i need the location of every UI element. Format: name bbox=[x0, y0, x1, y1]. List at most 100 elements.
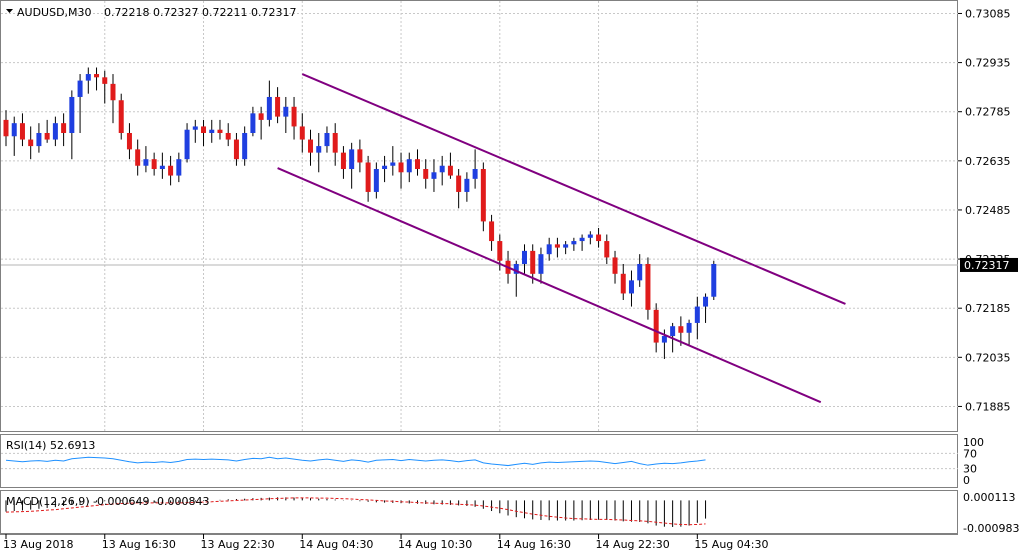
price-grid bbox=[1, 1, 958, 431]
time-tick-label: 14 Aug 04:30 bbox=[299, 538, 373, 551]
macd-tick-label: -0.000983 bbox=[963, 522, 1019, 535]
bear-candle bbox=[308, 139, 314, 153]
macd-signal-series bbox=[5, 497, 706, 526]
bear-candle bbox=[61, 123, 67, 133]
rsi-tick-label: 30 bbox=[963, 463, 977, 476]
bull-candle bbox=[628, 280, 634, 294]
bull-candle bbox=[324, 132, 330, 147]
bull-candle bbox=[143, 159, 149, 166]
bear-candle bbox=[151, 159, 157, 170]
bear-candle bbox=[94, 74, 100, 78]
bear-candle bbox=[415, 159, 420, 170]
price-tick-label: 0.72785 bbox=[965, 106, 1011, 119]
bear-candle bbox=[102, 77, 108, 84]
bull-candle bbox=[521, 250, 527, 264]
bull-candle bbox=[209, 129, 215, 133]
bull-candle bbox=[579, 237, 585, 242]
bear-candle bbox=[653, 309, 659, 343]
bear-candle bbox=[620, 273, 626, 294]
bear-candle bbox=[275, 96, 281, 117]
bull-candle bbox=[587, 234, 593, 238]
bear-candle bbox=[118, 100, 124, 133]
bull-candle bbox=[266, 96, 272, 120]
bull-candle bbox=[192, 126, 198, 130]
bull-candle bbox=[316, 146, 322, 153]
rsi-tick-label: 100 bbox=[963, 436, 984, 449]
rsi-title: RSI(14) 52.6913 bbox=[6, 439, 95, 452]
channel-lower-line bbox=[277, 167, 822, 404]
bull-candle bbox=[703, 296, 709, 307]
bear-candle bbox=[126, 132, 132, 150]
bear-candle bbox=[299, 126, 305, 140]
channel-upper-line bbox=[301, 73, 846, 305]
rsi-series-line bbox=[5, 456, 706, 467]
bear-candle bbox=[645, 263, 651, 310]
rsi-tick-label: 70 bbox=[963, 447, 977, 460]
bear-candle bbox=[497, 241, 503, 261]
bear-candle bbox=[135, 149, 141, 166]
time-axis: 13 Aug 2018 13 Aug 16:30 13 Aug 22:30 14 Au… bbox=[3, 534, 768, 551]
rsi-pane-frame bbox=[0, 434, 958, 488]
bear-candle bbox=[554, 244, 560, 248]
bull-candle bbox=[382, 165, 388, 170]
bear-candle bbox=[489, 221, 495, 242]
bull-candle bbox=[349, 149, 355, 170]
symbol-label: AUDUSD,M30 bbox=[17, 6, 92, 19]
bull-candle bbox=[711, 263, 717, 297]
macd-histogram bbox=[5, 497, 707, 527]
bear-candle bbox=[340, 152, 346, 170]
rsi-grid bbox=[1, 452, 958, 470]
bull-candle bbox=[439, 165, 445, 173]
price-tick-label: 0.72185 bbox=[965, 302, 1011, 315]
bear-candle bbox=[357, 149, 363, 163]
bull-candle bbox=[52, 123, 58, 140]
bull-candle bbox=[513, 263, 519, 274]
time-tick-label: 14 Aug 10:30 bbox=[398, 538, 472, 551]
bear-candle bbox=[456, 175, 462, 192]
time-tick-label: 13 Aug 16:30 bbox=[102, 538, 176, 551]
bear-candle bbox=[291, 106, 297, 127]
bull-candle bbox=[85, 74, 91, 81]
bull-candle bbox=[571, 241, 577, 245]
bull-candle bbox=[77, 80, 83, 97]
current-price-tag-label: 0.72317 bbox=[964, 259, 1010, 272]
bear-candle bbox=[44, 132, 50, 140]
time-tick-label: 13 Aug 22:30 bbox=[201, 538, 275, 551]
bull-candle bbox=[390, 162, 396, 166]
bear-candle bbox=[217, 129, 223, 133]
bear-candle bbox=[596, 234, 602, 242]
bull-candle bbox=[406, 159, 412, 173]
bull-candle bbox=[184, 129, 190, 160]
rsi-tick-label: 0 bbox=[963, 474, 970, 487]
descending-channel[interactable] bbox=[277, 73, 846, 404]
bull-candle bbox=[159, 165, 165, 170]
bear-candle bbox=[398, 162, 404, 173]
bear-candle bbox=[678, 326, 684, 333]
bear-candle bbox=[28, 139, 34, 147]
bull-candle bbox=[563, 244, 569, 248]
macd-title: MACD(12,26,9) -0.000649 -0.000843 bbox=[6, 495, 209, 508]
price-tick-label: 0.72935 bbox=[965, 57, 1011, 70]
price-tick-label: 0.73085 bbox=[965, 7, 1011, 20]
bull-candle bbox=[36, 132, 42, 147]
current-price-tag-bg bbox=[960, 257, 1018, 272]
bear-candle bbox=[19, 123, 25, 140]
time-tick-label: 14 Aug 22:30 bbox=[596, 538, 670, 551]
bull-candle bbox=[176, 159, 182, 176]
price-pane-frame bbox=[0, 0, 958, 432]
bear-candle bbox=[365, 162, 371, 192]
bear-candle bbox=[168, 165, 174, 176]
bear-candle bbox=[612, 257, 618, 274]
current-price-tag: 0.72317 bbox=[960, 257, 1018, 272]
bear-candle bbox=[3, 119, 9, 137]
chevron-down-icon[interactable] bbox=[6, 9, 13, 13]
price-axis: 0.73085 0.72935 0.72785 0.72635 0.72485 0.723… bbox=[958, 7, 1011, 413]
bull-candle bbox=[283, 106, 289, 117]
bull-candle bbox=[670, 326, 676, 337]
price-tick-label: 0.72635 bbox=[965, 155, 1011, 168]
bull-candle bbox=[250, 113, 256, 133]
bear-candle bbox=[225, 132, 231, 140]
macd-tick-label: 0.000113 bbox=[963, 491, 1016, 504]
bull-candle bbox=[546, 244, 552, 255]
